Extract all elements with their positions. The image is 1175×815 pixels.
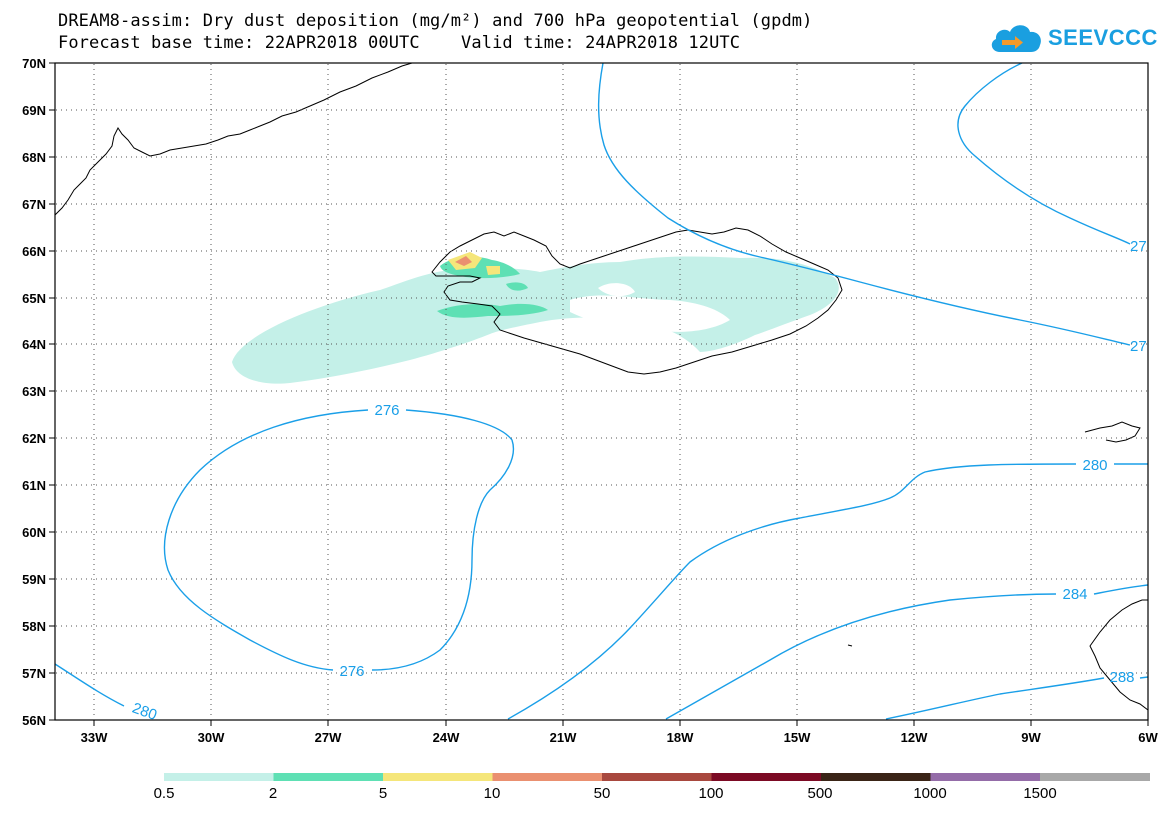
longitude-labels: 33W 30W 27W 24W 21W 18W 15W 12W 9W 6W — [81, 730, 1159, 745]
lat-label: 65N — [22, 291, 46, 306]
legend-label: 2 — [269, 785, 277, 802]
legend-swatch — [821, 773, 931, 781]
contour-label-27-lower: 27 — [1130, 338, 1147, 355]
legend-label: 500 — [807, 785, 832, 802]
legend-label: 5 — [379, 785, 387, 802]
lon-label: 6W — [1138, 730, 1158, 745]
legend-swatch — [492, 773, 603, 781]
logo-text: SEEVCCC — [1048, 25, 1158, 50]
contour-label-276-bottom: 276 — [339, 663, 364, 680]
lat-label: 61N — [22, 478, 46, 493]
legend-swatch — [1040, 773, 1150, 781]
legend-label: 10 — [484, 785, 501, 802]
dust-deposition-shading — [232, 252, 839, 384]
legend-swatch — [383, 773, 493, 781]
legend-swatch — [930, 773, 1041, 781]
lat-label: 63N — [22, 384, 46, 399]
color-legend: 0.5 2 5 10 50 100 500 1000 1500 — [154, 773, 1150, 802]
lat-label: 66N — [22, 244, 46, 259]
lat-label: 56N — [22, 713, 46, 728]
lon-label: 18W — [667, 730, 694, 745]
contour-label-284: 284 — [1062, 586, 1087, 603]
geopotential-contours — [55, 63, 1148, 720]
lat-label: 60N — [22, 525, 46, 540]
lat-label: 67N — [22, 197, 46, 212]
legend-label: 1500 — [1023, 785, 1056, 802]
graticule — [56, 64, 1147, 719]
cloud-logo-icon — [991, 25, 1041, 52]
lon-label: 27W — [315, 730, 342, 745]
lon-label: 33W — [81, 730, 108, 745]
chart-subtitle: Forecast base time: 22APR2018 00UTC Vali… — [58, 33, 741, 53]
legend-labels: 0.5 2 5 10 50 100 500 1000 1500 — [154, 785, 1057, 802]
legend-swatches — [164, 773, 1150, 781]
legend-swatch — [711, 773, 822, 781]
lat-label: 70N — [22, 56, 46, 71]
legend-swatch — [602, 773, 712, 781]
legend-label: 1000 — [913, 785, 946, 802]
coastlines — [55, 63, 1148, 711]
contour-label-280-right: 280 — [1082, 457, 1107, 474]
lat-label: 64N — [22, 337, 46, 352]
lon-label: 12W — [901, 730, 928, 745]
latitude-labels: 70N 69N 68N 67N 66N 65N 64N 63N 62N 61N … — [22, 56, 46, 728]
lon-label: 21W — [550, 730, 577, 745]
lat-label: 57N — [22, 666, 46, 681]
lon-label: 30W — [198, 730, 225, 745]
lat-label: 59N — [22, 572, 46, 587]
contour-label-276-top: 276 — [374, 402, 399, 419]
chart-title: DREAM8-assim: Dry dust deposition (mg/m²… — [58, 11, 813, 31]
axis-ticks — [49, 62, 1149, 726]
legend-label: 0.5 — [154, 785, 175, 802]
legend-label: 100 — [698, 785, 723, 802]
lon-label: 9W — [1021, 730, 1041, 745]
lon-label: 24W — [433, 730, 460, 745]
lat-label: 58N — [22, 619, 46, 634]
lat-label: 68N — [22, 150, 46, 165]
lat-label: 62N — [22, 431, 46, 446]
lat-label: 69N — [22, 103, 46, 118]
seevccc-logo: SEEVCCC — [988, 18, 1158, 58]
contour-label-27-upper: 27 — [1130, 238, 1147, 255]
legend-swatch — [273, 773, 384, 781]
lon-label: 15W — [784, 730, 811, 745]
contour-label-288: 288 — [1109, 669, 1134, 686]
legend-label: 50 — [594, 785, 611, 802]
legend-swatch — [164, 773, 274, 781]
